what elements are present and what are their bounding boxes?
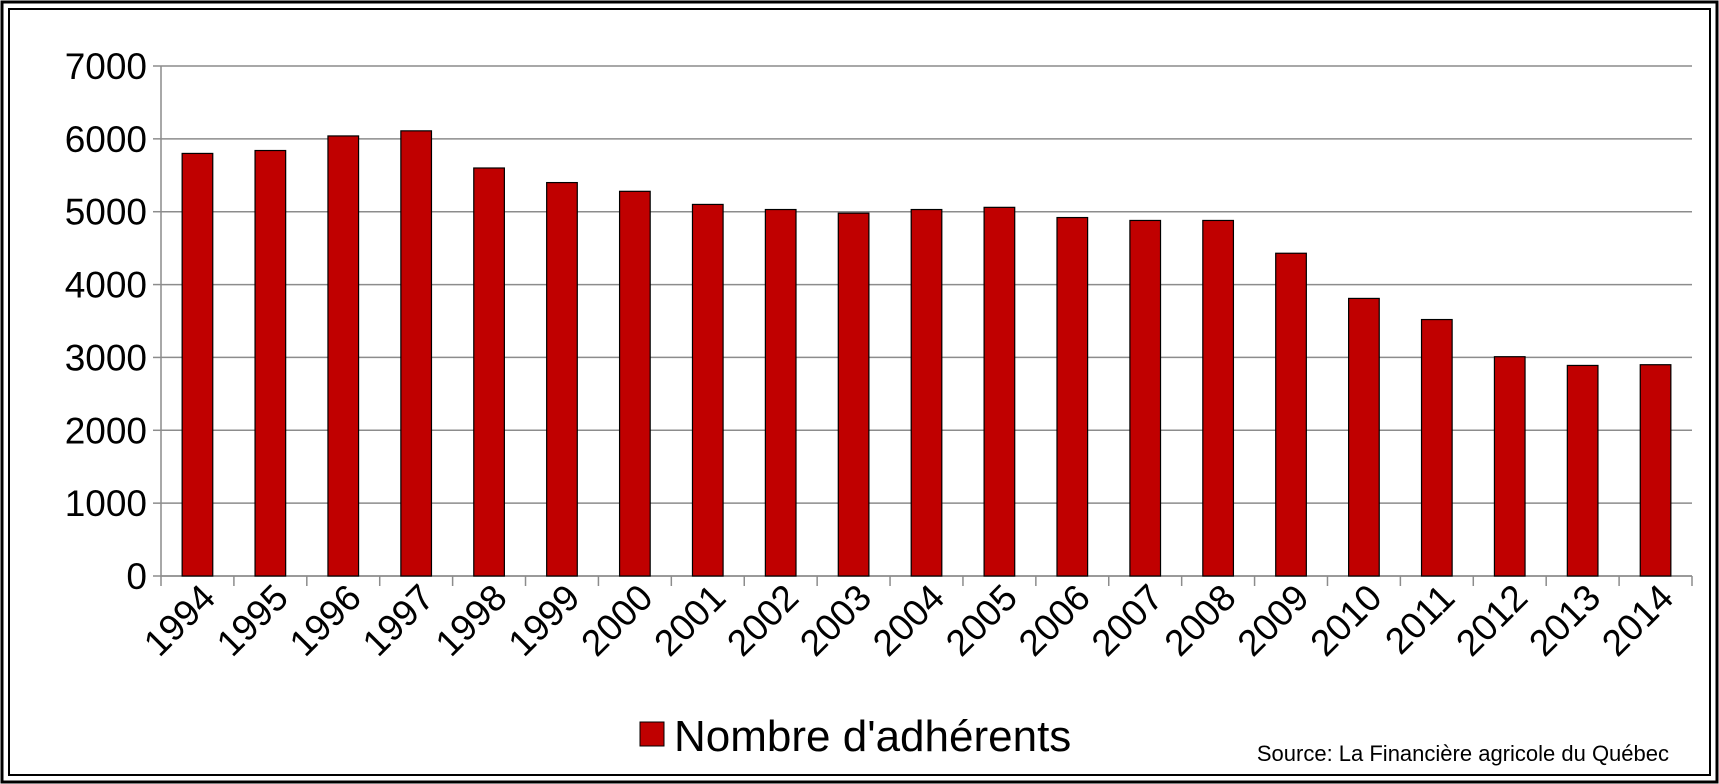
y-tick-label: 5000 xyxy=(65,192,147,233)
bar xyxy=(1493,356,1526,577)
bar xyxy=(1639,364,1672,577)
y-tick-label: 0 xyxy=(126,556,147,597)
y-tick-label: 6000 xyxy=(65,119,147,160)
bar xyxy=(983,206,1016,577)
bar xyxy=(691,203,724,577)
y-tick-label: 3000 xyxy=(65,337,147,378)
bar xyxy=(1202,219,1235,577)
bar xyxy=(181,152,214,577)
y-tick-label: 7000 xyxy=(65,46,147,87)
bar xyxy=(618,190,651,577)
bar xyxy=(837,212,870,577)
bar xyxy=(1275,252,1307,577)
bar xyxy=(327,135,360,577)
bar xyxy=(1566,364,1599,577)
bar xyxy=(1129,219,1162,577)
y-tick-label: 2000 xyxy=(65,410,147,451)
bar xyxy=(1056,216,1089,577)
bar xyxy=(1348,297,1380,577)
bar xyxy=(400,130,433,577)
bar xyxy=(254,149,287,577)
bar xyxy=(910,208,943,577)
bar xyxy=(1420,318,1453,577)
inner-frame xyxy=(8,8,1711,776)
bar xyxy=(764,208,797,577)
legend-swatch xyxy=(639,721,665,747)
source-note: Source: La Financière agricole du Québec xyxy=(1257,741,1669,766)
y-tick-label: 1000 xyxy=(65,483,147,524)
y-tick-label: 4000 xyxy=(65,265,147,306)
legend-label: Nombre d'adhérents xyxy=(674,712,1071,761)
bar xyxy=(546,181,578,577)
bar xyxy=(473,167,505,577)
